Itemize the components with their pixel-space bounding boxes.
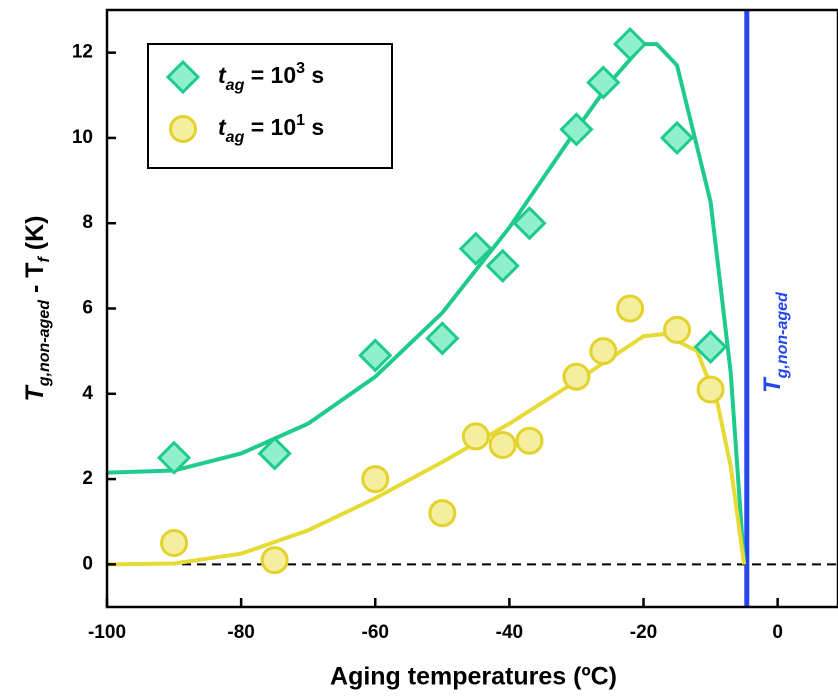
text-part: (K)	[21, 216, 49, 258]
diamond-marker	[693, 329, 728, 364]
fit-line	[106, 332, 747, 567]
text-part: t	[218, 114, 227, 140]
circle-marker	[169, 115, 197, 143]
circle-marker	[461, 422, 490, 451]
text-part: ag	[226, 77, 245, 94]
circle-marker	[260, 546, 289, 575]
circle-marker	[428, 499, 457, 528]
circle-marker	[616, 294, 645, 323]
y-tick-label: 6	[82, 298, 93, 319]
x-tick-label: 0	[772, 622, 783, 643]
diamond-marker	[156, 440, 192, 475]
legend-box	[147, 43, 393, 169]
text-part: g,non-aged	[774, 291, 791, 379]
legend-label: tag = 101 s	[218, 112, 324, 146]
text-part: g,non-aged	[36, 299, 53, 387]
circle-marker	[515, 426, 544, 455]
diamond-marker	[512, 206, 547, 241]
text-part: s	[305, 62, 324, 88]
y-tick-label: 2	[82, 468, 93, 489]
x-tick-label: -60	[362, 622, 389, 643]
diamond-marker	[559, 112, 594, 147]
reference-label: Tg,non-aged	[759, 291, 790, 393]
text-part: T	[21, 383, 49, 401]
diamond-marker	[659, 120, 695, 156]
diamond-marker	[425, 321, 460, 356]
x-tick-label: -20	[630, 622, 657, 643]
x-tick-label: -80	[227, 622, 254, 643]
diamond-marker	[165, 59, 201, 95]
diamond-marker	[257, 436, 292, 471]
y-tick-label: 8	[82, 212, 93, 233]
text-part: s	[305, 114, 324, 140]
y-tick-label: 12	[72, 42, 93, 63]
diamond-marker	[612, 26, 648, 62]
circle-marker	[663, 315, 692, 344]
text-part: = 10	[244, 62, 296, 88]
diamond-marker	[586, 65, 621, 100]
x-tick-label: -100	[88, 622, 126, 643]
text-part: 3	[296, 60, 305, 77]
y-axis-title: Tg,non-aged - Tf (K)	[21, 216, 53, 402]
text-part: T	[759, 376, 786, 393]
circle-marker	[589, 337, 618, 366]
text-part: = 10	[244, 114, 296, 140]
x-tick-label: -40	[496, 622, 523, 643]
text-part: t	[218, 62, 227, 88]
circle-marker	[562, 362, 591, 391]
x-axis-title: Aging temperatures (ºC)	[330, 663, 617, 691]
circle-marker	[160, 529, 189, 558]
diamond-marker	[358, 338, 393, 373]
text-part: ag	[226, 129, 245, 146]
circle-marker	[488, 430, 517, 459]
y-tick-label: 10	[72, 127, 93, 148]
text-part: f	[36, 255, 53, 262]
y-tick-label: 0	[82, 553, 93, 574]
y-tick-label: 4	[82, 383, 93, 404]
legend-label: tag = 103 s	[218, 60, 324, 94]
diamond-marker	[485, 248, 520, 283]
circle-marker	[696, 375, 725, 404]
diamond-marker	[458, 231, 493, 266]
text-part: - T	[21, 262, 49, 300]
text-part: 1	[296, 112, 305, 129]
circle-marker	[361, 465, 390, 494]
